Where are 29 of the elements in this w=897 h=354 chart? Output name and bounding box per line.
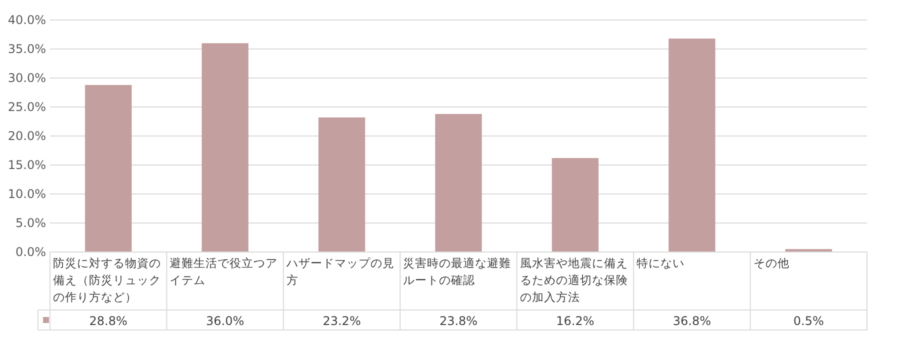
bar (435, 114, 482, 252)
bar (552, 158, 599, 252)
x-tick-label: ハザードマップの見方 (285, 256, 394, 287)
data-label: 36.0% (206, 314, 244, 328)
x-tick-label: 避難生活で役立つアイテム (170, 256, 278, 287)
x-tick-label: 風水害や地震に備えるための適切な保険の加入方法 (520, 256, 628, 304)
y-tick-label: 25.0% (8, 100, 46, 114)
x-tick-label: 特にない (636, 256, 685, 270)
x-tick-label: 防災に対する物資の備え（防災リュックの作り方など） (53, 256, 161, 304)
bar (202, 43, 248, 252)
y-tick-label: 30.0% (8, 71, 46, 85)
data-label: 23.8% (439, 314, 478, 328)
y-tick-label: 20.0% (8, 129, 46, 143)
x-tick-label: 災害時の最適な避難ルートの確認 (403, 256, 512, 287)
bar (85, 84, 132, 252)
y-tick-label: 0.0% (16, 245, 46, 259)
data-label: 16.2% (556, 314, 594, 328)
bar (668, 38, 716, 252)
y-tick-label: 10.0% (8, 187, 46, 201)
bar (318, 117, 366, 252)
y-tick-label: 35.0% (8, 42, 46, 56)
data-label: 28.8% (89, 314, 128, 328)
y-tick-label: 15.0% (8, 158, 46, 172)
y-tick-label: 5.0% (16, 216, 46, 230)
data-label: 36.8% (672, 314, 711, 328)
data-label: 23.2% (322, 314, 361, 328)
x-tick-label: その他 (753, 256, 790, 270)
data-label: 0.5% (793, 314, 824, 328)
y-tick-label: 40.0% (8, 13, 46, 27)
